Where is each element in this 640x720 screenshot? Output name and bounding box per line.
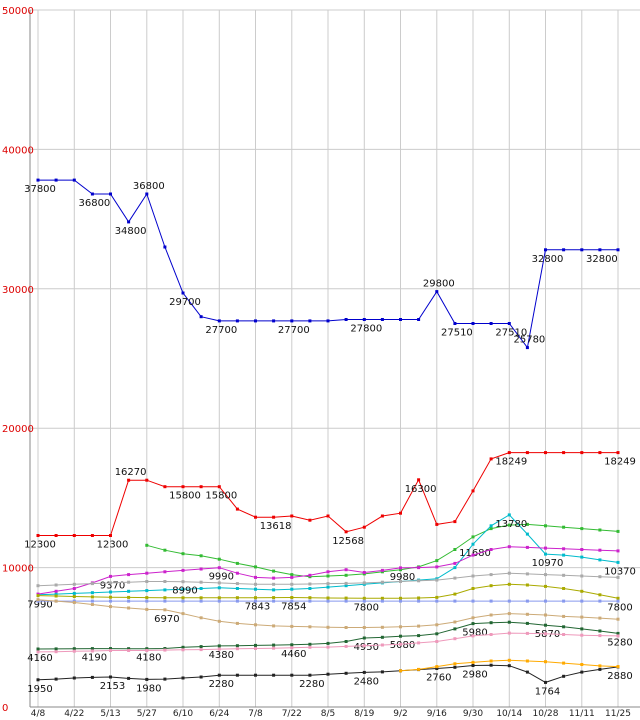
svg-text:9/2: 9/2 [393,709,407,719]
svg-text:18249: 18249 [495,457,527,468]
series-magenta: 9370 9990 9980 [36,545,620,596]
svg-text:5980: 5980 [462,628,487,639]
svg-text:50000: 50000 [2,6,34,17]
svg-text:16300: 16300 [405,484,437,495]
series-silver: 8990 [36,571,620,597]
svg-text:29800: 29800 [423,279,455,290]
svg-text:6970: 6970 [154,614,179,625]
svg-text:8/5: 8/5 [321,709,335,719]
svg-text:8990: 8990 [172,586,197,597]
svg-text:6/24: 6/24 [209,709,229,719]
svg-text:8/19: 8/19 [354,709,374,719]
svg-text:27800: 27800 [350,324,382,335]
svg-text:9/30: 9/30 [463,709,483,719]
svg-text:10/14: 10/14 [496,709,522,719]
svg-text:12300: 12300 [24,540,56,551]
svg-text:7843: 7843 [245,602,270,613]
series-periwinkle [36,599,620,603]
svg-text:7/22: 7/22 [282,709,302,719]
series-tan: 6970 [36,598,620,629]
svg-text:5/13: 5/13 [100,709,120,719]
svg-text:4460: 4460 [281,649,306,660]
svg-text:4950: 4950 [354,642,379,653]
svg-text:40000: 40000 [2,145,34,156]
svg-text:5280: 5280 [607,637,632,648]
svg-text:2760: 2760 [426,673,451,684]
svg-text:9990: 9990 [209,572,234,583]
series-pink [36,631,620,654]
svg-text:6/10: 6/10 [173,709,193,719]
svg-text:2880: 2880 [607,671,632,682]
svg-text:10970: 10970 [532,558,564,569]
svg-text:1950: 1950 [27,684,52,695]
svg-text:7990: 7990 [27,600,52,611]
svg-text:10/28: 10/28 [533,709,559,719]
svg-text:1764: 1764 [535,686,560,697]
svg-text:4180: 4180 [136,653,161,664]
svg-text:7854: 7854 [281,602,306,613]
svg-text:27510: 27510 [441,328,473,339]
gridlines [29,9,640,708]
series-orange [399,658,620,673]
svg-text:13618: 13618 [260,521,292,532]
x-axis-labels: 4/8 4/22 5/13 5/27 6/10 6/24 7/8 7/22 8/5 8/19 9/2… [31,709,631,719]
svg-text:7/8: 7/8 [248,709,263,719]
svg-text:4190: 4190 [82,653,107,664]
svg-text:9/16: 9/16 [427,709,447,719]
svg-text:27510: 27510 [495,328,527,339]
series-red: 12300 12300 16270 15800 15800 13618 12568 16300… [24,451,636,551]
svg-text:2980: 2980 [462,670,487,681]
series-blue: 37800 36800 34800 36800 29700 27700 27700 27800… [24,178,620,350]
svg-text:10370: 10370 [604,566,636,577]
svg-text:37800: 37800 [24,184,56,195]
svg-text:18249: 18249 [604,457,636,468]
svg-text:34800: 34800 [115,226,147,237]
svg-text:5/27: 5/27 [137,709,157,719]
svg-text:1980: 1980 [136,683,161,694]
svg-text:5870: 5870 [535,629,560,640]
svg-text:20000: 20000 [2,424,34,435]
svg-text:11/25: 11/25 [605,709,631,719]
svg-text:11/11: 11/11 [569,709,595,719]
svg-text:27700: 27700 [205,325,237,336]
series-black: 1950 2153 1980 2280 2280 2480 2760 2980 1764 2880 [27,663,633,697]
svg-text:2153: 2153 [100,681,125,692]
svg-text:9980: 9980 [390,572,415,583]
svg-text:0: 0 [2,703,8,714]
svg-text:30000: 30000 [2,285,34,296]
svg-text:15800: 15800 [169,491,201,502]
svg-text:27700: 27700 [278,325,310,336]
svg-text:4160: 4160 [27,653,52,664]
svg-text:7800: 7800 [607,602,632,613]
svg-text:2280: 2280 [209,679,234,690]
svg-text:4/22: 4/22 [64,709,84,719]
svg-text:12300: 12300 [97,540,129,551]
svg-text:9370: 9370 [100,580,125,591]
svg-text:32800: 32800 [586,254,618,265]
svg-text:4/8: 4/8 [31,709,46,719]
svg-text:13780: 13780 [495,519,527,530]
svg-text:36800: 36800 [78,198,110,209]
svg-text:32800: 32800 [532,254,564,265]
svg-text:16270: 16270 [115,467,147,478]
svg-text:2280: 2280 [299,679,324,690]
svg-text:5080: 5080 [390,640,415,651]
svg-text:25780: 25780 [513,335,545,346]
y-axis-labels: 0 10000 20000 30000 40000 50000 [2,6,34,714]
svg-text:12568: 12568 [332,536,364,547]
svg-text:29700: 29700 [169,297,201,308]
svg-text:36800: 36800 [133,181,165,192]
svg-text:4380: 4380 [209,650,234,661]
series-olive: 7990 7843 7854 7800 7800 [27,582,633,613]
svg-text:10000: 10000 [2,564,34,575]
series-darkgreen: 4160 4190 4180 4380 4460 4950 5080 5980 5870 5280 [27,620,633,664]
svg-text:15800: 15800 [205,491,237,502]
svg-text:11680: 11680 [459,548,491,559]
svg-text:7800: 7800 [354,602,379,613]
svg-text:2480: 2480 [354,676,379,687]
